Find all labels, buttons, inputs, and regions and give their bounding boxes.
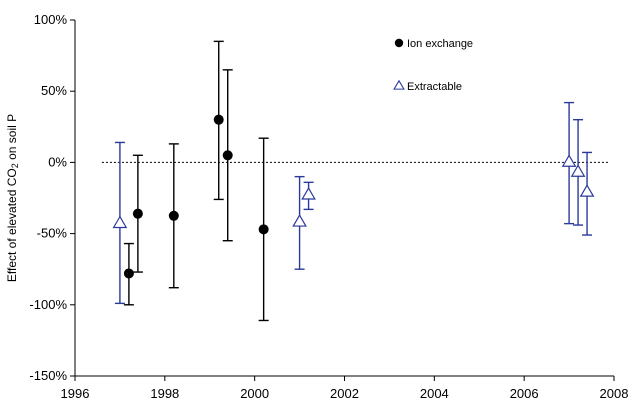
x-tick-label: 1998 xyxy=(150,386,179,398)
data-point-ion-exchange xyxy=(168,210,179,221)
x-tick-label: 2008 xyxy=(600,386,629,398)
x-tick-label: 1996 xyxy=(61,386,90,398)
legend-item-extractable: Extractable xyxy=(393,79,462,93)
series-ion-exchange xyxy=(123,40,269,322)
series-extractable xyxy=(112,101,595,305)
data-point-extractable xyxy=(112,215,128,229)
y-tick-label: -150% xyxy=(29,368,67,383)
data-point-extractable xyxy=(301,186,316,200)
data-point-extractable xyxy=(561,154,577,167)
legend-label: Extractable xyxy=(407,81,462,93)
data-point-extractable xyxy=(292,214,307,227)
y-tick-label: -50% xyxy=(37,226,68,241)
data-point-ion-exchange xyxy=(222,150,233,161)
legend-marker-triangle xyxy=(393,79,405,90)
data-point-extractable xyxy=(570,164,586,177)
plot-layer xyxy=(74,20,614,377)
legend: Ion exchange Extractable xyxy=(393,38,473,93)
y-tick-label: 100% xyxy=(34,12,68,27)
data-point-ion-exchange xyxy=(213,114,224,125)
y-axis-ticks: 100% 50% 0% -50% -100% -150% xyxy=(29,12,75,383)
x-tick-label: 2006 xyxy=(510,386,539,398)
legend-item-ion-exchange: Ion exchange xyxy=(394,38,473,50)
x-axis-ticks: 1996 1998 2000 2002 2004 2006 2008 xyxy=(61,376,629,398)
x-tick-label: 2004 xyxy=(420,386,449,398)
x-tick-label: 2000 xyxy=(240,386,269,398)
data-point-ion-exchange xyxy=(132,208,143,219)
y-tick-label: 0% xyxy=(48,154,67,169)
legend-label: Ion exchange xyxy=(407,38,473,50)
legend-marker-circle xyxy=(394,38,404,48)
y-axis-label: Effect of elevated CO2 on soil P xyxy=(5,114,20,282)
data-point-ion-exchange xyxy=(258,224,269,235)
series-layer xyxy=(112,40,595,322)
y-tick-label: 50% xyxy=(41,83,67,98)
y-tick-label: -100% xyxy=(29,297,67,312)
data-point-ion-exchange xyxy=(123,268,134,279)
data-point-extractable xyxy=(579,184,595,197)
x-tick-label: 2002 xyxy=(330,386,359,398)
